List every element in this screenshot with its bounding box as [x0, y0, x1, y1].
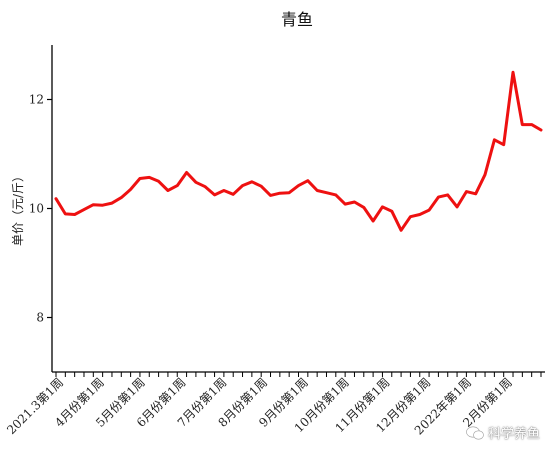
data-point [343, 202, 347, 206]
data-point [241, 184, 244, 187]
data-point [362, 206, 365, 209]
chart-title: 青鱼 [281, 10, 313, 29]
data-point [269, 194, 272, 197]
data-point [64, 212, 67, 216]
data-point [101, 204, 104, 207]
data-point [521, 123, 524, 126]
data-point [166, 189, 170, 192]
data-point [54, 197, 58, 200]
data-point [287, 191, 291, 194]
data-point [418, 213, 421, 216]
data-point [353, 200, 356, 204]
data-point [502, 143, 505, 146]
data-point [371, 219, 375, 223]
data-point [204, 185, 207, 188]
data-point [455, 205, 459, 209]
x-tick-label: 2021.3第1周 [4, 375, 66, 437]
wechat-icon [466, 426, 484, 439]
y-axis-title-group: 单价（元/斤） [11, 170, 25, 246]
data-point [278, 192, 282, 195]
data-point [483, 173, 487, 176]
data-point [157, 180, 160, 183]
series-group [54, 70, 543, 232]
data-point [213, 193, 216, 197]
y-tick-label: 12 [29, 93, 44, 107]
data-point [474, 192, 477, 195]
y-axis-title: 单价（元/斤） [11, 170, 25, 246]
data-point [465, 190, 468, 193]
data-point [297, 184, 300, 187]
data-point [493, 138, 496, 142]
y-tick-label: 8 [36, 311, 44, 325]
data-point [110, 201, 114, 205]
data-point [530, 123, 533, 126]
data-point [138, 177, 142, 180]
y-ticks: 8 10 12 [29, 93, 52, 325]
data-point [259, 184, 263, 188]
data-point [409, 215, 412, 218]
series-line [54, 70, 543, 232]
data-point [539, 128, 543, 132]
data-point [92, 203, 95, 206]
data-point [194, 181, 198, 184]
watermark-text: 科学养鱼 [487, 427, 540, 442]
data-point [129, 188, 132, 191]
data-point [511, 71, 515, 74]
data-point [390, 210, 393, 213]
data-point [334, 193, 338, 197]
data-point [399, 229, 403, 232]
y-tick-label: 10 [29, 202, 44, 216]
data-point [306, 179, 310, 182]
data-point [427, 208, 431, 212]
data-point [437, 195, 440, 199]
data-point [176, 184, 179, 187]
data-point [315, 189, 319, 192]
data-point [232, 193, 235, 196]
data-point [148, 176, 151, 179]
data-point [120, 196, 123, 199]
data-point [222, 189, 226, 192]
data-point [250, 180, 254, 183]
x-ticks [55, 372, 542, 377]
data-point [73, 213, 76, 216]
data-point [446, 193, 449, 197]
data-point [185, 171, 188, 174]
x-tick-labels: 2021.3第1周4月份第1周5月份第1周6月份第1周7月份第1周8月份第1周9… [4, 375, 515, 437]
watermark: 科学养鱼 [466, 423, 540, 442]
data-point [381, 205, 384, 209]
data-point [82, 208, 86, 211]
data-point [325, 191, 328, 194]
